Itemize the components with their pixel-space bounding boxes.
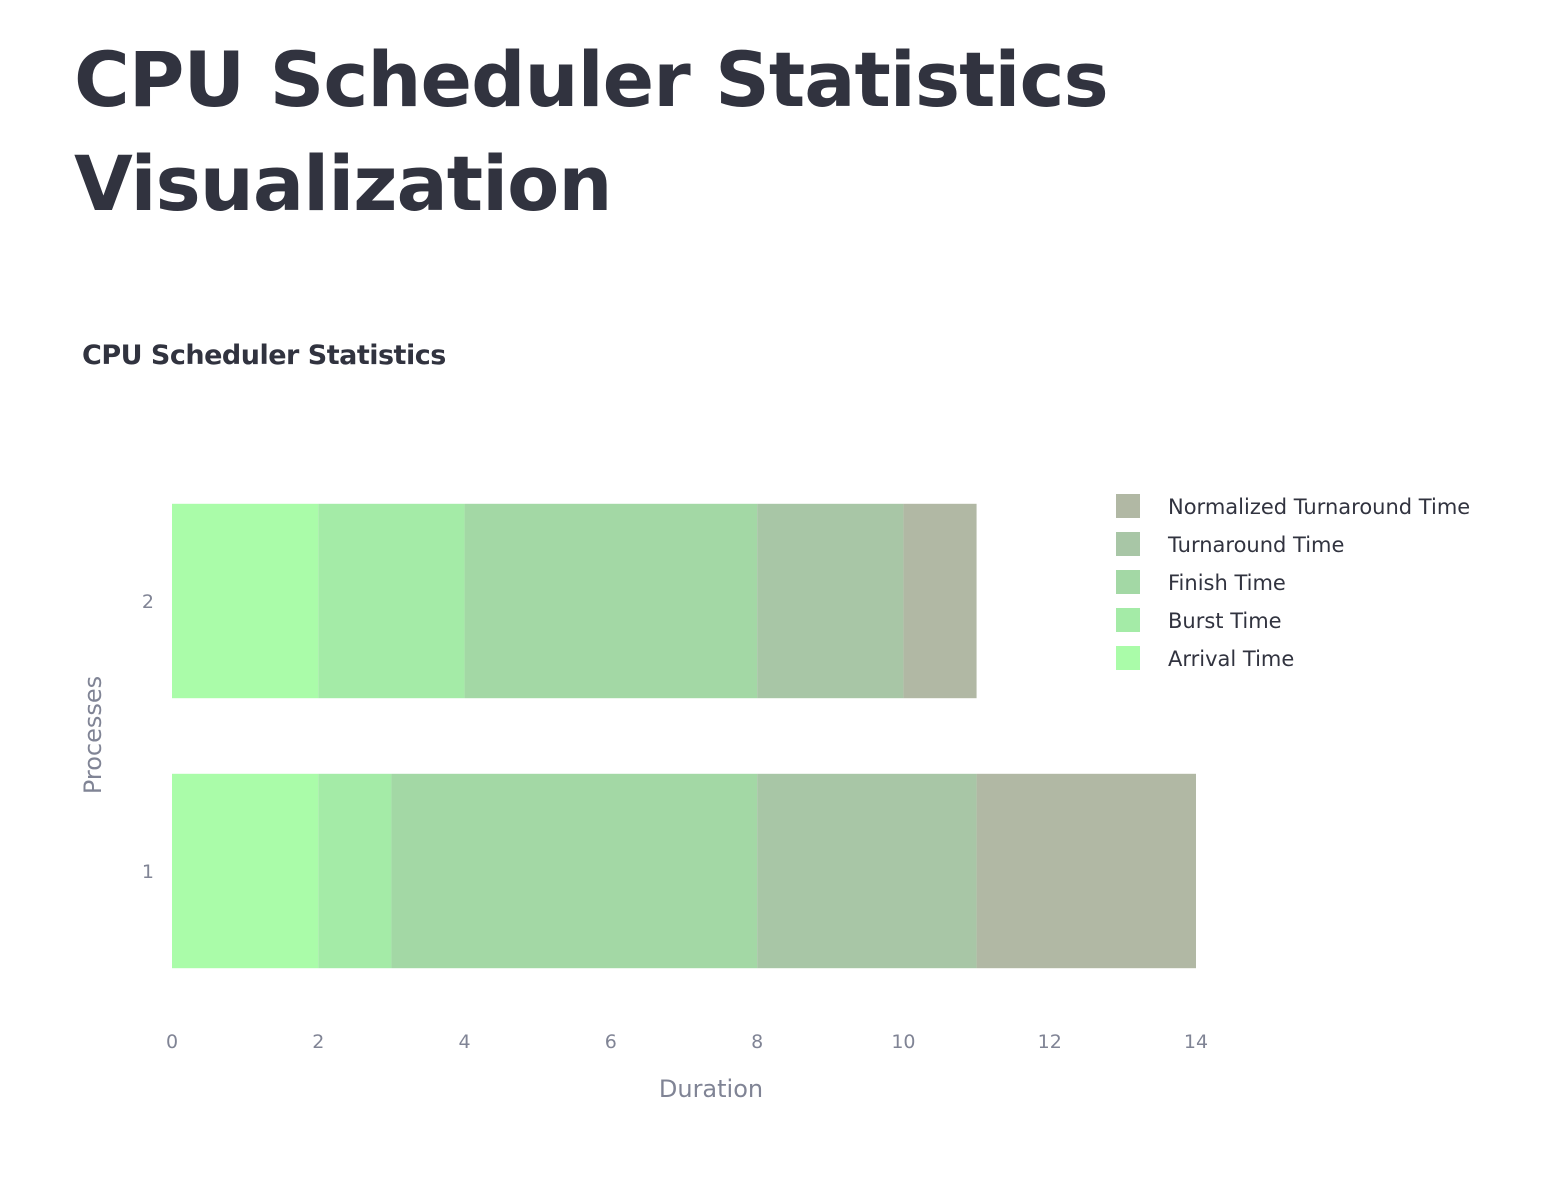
chart-title: CPU Scheduler Statistics xyxy=(82,340,446,371)
bar-segment[interactable] xyxy=(391,773,758,969)
legend-label: Burst Time xyxy=(1168,609,1282,633)
x-tick-label: 6 xyxy=(605,1031,617,1053)
page-title: CPU Scheduler Statistics Visualization xyxy=(74,35,1109,228)
x-tick-label: 0 xyxy=(166,1031,178,1053)
legend-label: Arrival Time xyxy=(1168,647,1294,671)
x-tick-label: 12 xyxy=(1038,1031,1062,1053)
legend-swatch xyxy=(1116,570,1140,594)
legend-item[interactable]: Arrival Time xyxy=(1116,646,1294,671)
bar-segment[interactable] xyxy=(757,773,977,969)
bars-layer xyxy=(172,503,1196,969)
legend[interactable]: Normalized Turnaround Time Turnaround Tim… xyxy=(1116,494,1470,671)
bar-segment[interactable] xyxy=(757,503,904,699)
x-tick-label: 14 xyxy=(1184,1031,1208,1053)
x-axis-ticks: 0 2 4 6 8 10 12 14 xyxy=(166,1031,1208,1053)
y-tick-label: 1 xyxy=(142,861,154,883)
y-axis-title: Processes xyxy=(79,676,107,794)
legend-label: Turnaround Time xyxy=(1167,533,1344,557)
x-tick-label: 10 xyxy=(891,1031,915,1053)
legend-label: Normalized Turnaround Time xyxy=(1168,495,1470,519)
bar-segment[interactable] xyxy=(318,773,392,969)
legend-label: Finish Time xyxy=(1168,571,1286,595)
legend-swatch xyxy=(1116,646,1140,670)
bar-segment[interactable] xyxy=(903,503,977,699)
legend-item[interactable]: Burst Time xyxy=(1116,608,1282,633)
y-tick-label: 2 xyxy=(142,591,154,613)
bar-segment[interactable] xyxy=(464,503,758,699)
bar-segment[interactable] xyxy=(172,773,319,969)
legend-item[interactable]: Finish Time xyxy=(1116,570,1286,595)
bar-segment[interactable] xyxy=(976,773,1196,969)
legend-item[interactable]: Normalized Turnaround Time xyxy=(1116,494,1470,519)
x-tick-label: 4 xyxy=(459,1031,471,1053)
bar-segment[interactable] xyxy=(172,503,319,699)
y-axis-ticks: 12 xyxy=(142,591,154,883)
x-tick-label: 8 xyxy=(751,1031,763,1053)
x-axis-title: Duration xyxy=(659,1075,763,1103)
legend-item[interactable]: Turnaround Time xyxy=(1116,532,1344,557)
bar-segment[interactable] xyxy=(318,503,465,699)
legend-swatch xyxy=(1116,532,1140,556)
x-tick-label: 2 xyxy=(312,1031,324,1053)
legend-swatch xyxy=(1116,608,1140,632)
legend-swatch xyxy=(1116,494,1140,518)
